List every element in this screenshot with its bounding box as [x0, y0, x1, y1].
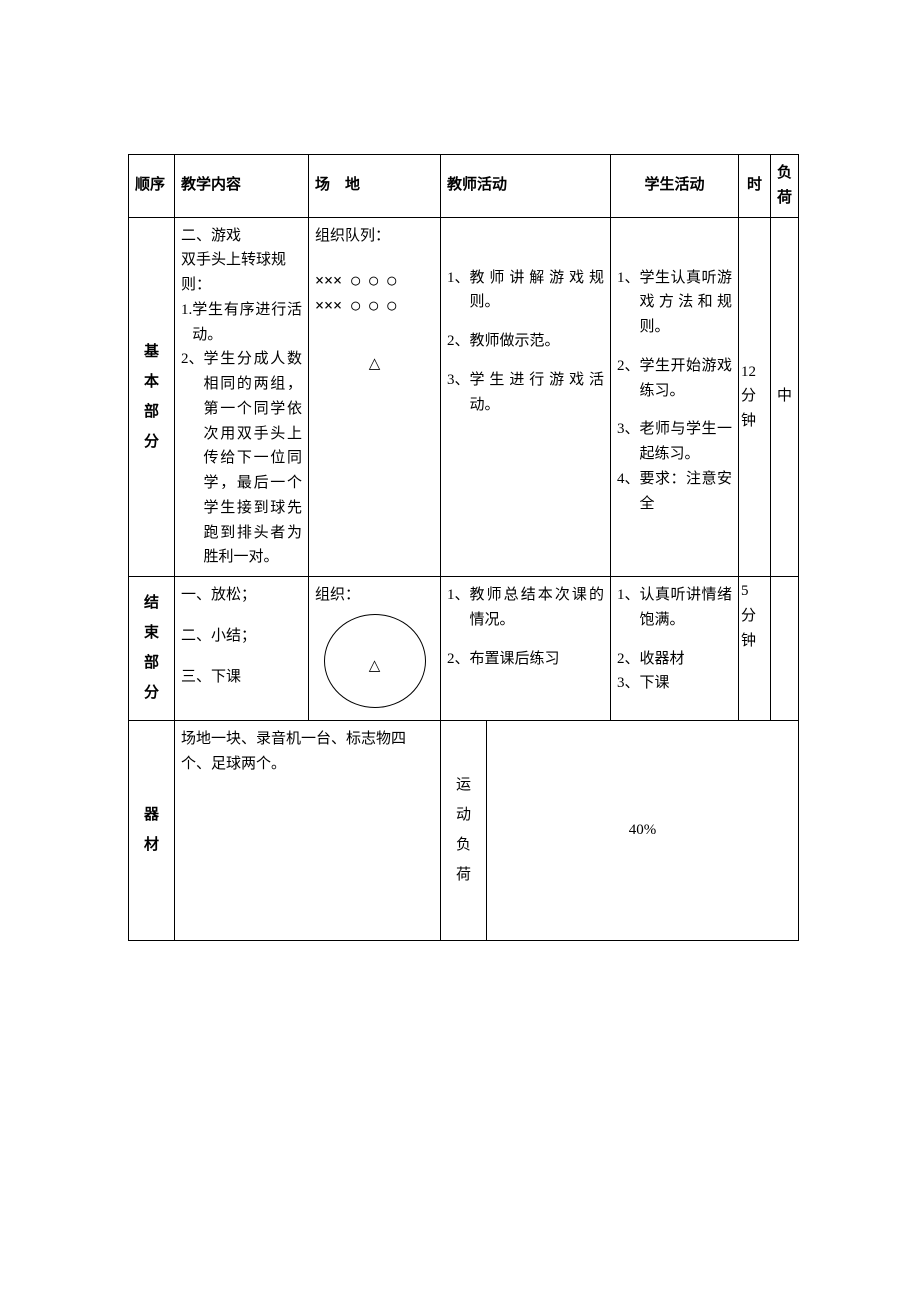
table-row: 结 束 部 分 一、放松； 二、小结； 三、下课 组织： △ [129, 577, 799, 721]
list-text: 老师与学生一起练习。 [640, 417, 732, 467]
teaching-content-basic: 二、游戏 双手头上转球规则： 1. 学生有序进行活动。 2、 学生分成人数相同的… [175, 217, 309, 577]
triangle-icon: △ [315, 352, 434, 377]
table-row: 基 本 部 分 二、游戏 双手头上转球规则： 1. 学生有序进行活动。 2、 学… [129, 217, 799, 577]
section-label-text: 结 [144, 595, 159, 611]
time-line: 5 [741, 579, 768, 604]
time-basic: 12 分 钟 [739, 217, 771, 577]
student-activity-end: 1、 认真听讲情绪饱满。 2、 收器材 3、 下课 [611, 577, 739, 721]
list-text: 教师做示范。 [470, 329, 605, 354]
section-label-text: 部 [144, 404, 159, 420]
list-text: 要求：注意安全 [640, 467, 732, 517]
site-heading: 组织： [315, 583, 434, 608]
formation-row: ××× ○ ○ ○ [315, 268, 434, 293]
section-label-text: 部 [144, 655, 159, 671]
table-row: 器 材 场地一块、录音机一台、标志物四个、足球两个。 运 动 负 荷 40% [129, 720, 799, 940]
section-label-text: 本 [144, 374, 159, 390]
list-text: 教师总结本次课的情况。 [470, 583, 605, 633]
list-text: 布置课后练习 [470, 647, 605, 672]
list-number: 2、 [447, 647, 470, 672]
teacher-activity-end: 1、 教师总结本次课的情况。 2、 布置课后练习 [441, 577, 611, 721]
load-label-text: 运 [456, 777, 471, 793]
content-line: 三、下课 [181, 665, 302, 690]
list-number: 1、 [617, 266, 640, 291]
time-end: 5 分 钟 [739, 577, 771, 721]
table-header-row: 顺序 教学内容 场 地 教师活动 学生活动 时 负荷 [129, 155, 799, 218]
load-end [771, 577, 799, 721]
col-student-header: 学生活动 [611, 155, 739, 218]
list-number: 2、 [617, 647, 640, 672]
equipment-cell: 场地一块、录音机一台、标志物四个、足球两个。 [175, 720, 441, 940]
list-number: 3、 [617, 671, 640, 696]
col-site-header: 场 地 [309, 155, 441, 218]
exercise-load-label: 运 动 负 荷 [441, 720, 487, 940]
list-number: 1、 [617, 583, 640, 608]
circle-diagram: △ [322, 614, 428, 714]
time-line: 钟 [741, 629, 768, 654]
list-number: 1、 [447, 266, 470, 291]
exercise-load-value: 40% [487, 720, 799, 940]
site-basic: 组织队列： ××× ○ ○ ○ ××× ○ ○ ○ △ [309, 217, 441, 577]
list-number: 4、 [617, 467, 640, 492]
section-label-text: 材 [144, 837, 159, 853]
section-label-text: 基 [144, 344, 159, 360]
list-text: 下课 [640, 671, 732, 696]
list-text: 学生分成人数相同的两组，第一个同学依次用双手头上传给下一位同学，最后一个学生接到… [204, 347, 302, 570]
load-basic: 中 [771, 217, 799, 577]
formation-row: ××× ○ ○ ○ [315, 293, 434, 318]
section-label-basic: 基 本 部 分 [129, 217, 175, 577]
list-text: 学生有序进行活动。 [192, 298, 302, 348]
content-line: 二、小结； [181, 624, 302, 649]
list-number: 1. [181, 298, 192, 323]
section-label-equipment: 器 材 [129, 720, 175, 940]
col-teacher-header: 教师活动 [441, 155, 611, 218]
list-text: 学生进行游戏活动。 [470, 368, 605, 418]
list-number: 1、 [447, 583, 470, 608]
section-label-text: 器 [144, 807, 159, 823]
student-activity-basic: 1、 学生认真听游戏方法和规则。 2、 学生开始游戏练习。 3、 老师与学生一起… [611, 217, 739, 577]
time-line: 分 [741, 604, 768, 629]
page: 顺序 教学内容 场 地 教师活动 学生活动 时 负荷 基 本 部 分 二、游戏 … [0, 0, 920, 1302]
list-text: 学生认真听游戏方法和规则。 [640, 266, 732, 340]
time-line: 12 [741, 360, 768, 385]
load-label-text: 负 [456, 837, 471, 853]
list-number: 2、 [181, 347, 204, 372]
list-text: 收器材 [640, 647, 732, 672]
content-line: 一、放松； [181, 583, 302, 608]
section-label-text: 束 [144, 625, 159, 641]
col-order-header: 顺序 [129, 155, 175, 218]
content-heading: 二、游戏 [181, 224, 302, 249]
section-label-text: 分 [144, 685, 159, 701]
time-line: 钟 [741, 409, 768, 434]
site-end: 组织： △ [309, 577, 441, 721]
time-line: 分 [741, 384, 768, 409]
list-number: 2、 [447, 329, 470, 354]
col-load-header: 负荷 [771, 155, 799, 218]
col-content-header: 教学内容 [175, 155, 309, 218]
triangle-icon: △ [322, 654, 428, 679]
section-label-text: 分 [144, 434, 159, 450]
list-text: 认真听讲情绪饱满。 [640, 583, 732, 633]
list-number: 3、 [617, 417, 640, 442]
list-number: 2、 [617, 354, 640, 379]
teaching-content-end: 一、放松； 二、小结； 三、下课 [175, 577, 309, 721]
list-text: 学生开始游戏练习。 [640, 354, 732, 404]
content-subheading: 双手头上转球规则： [181, 248, 302, 298]
load-label-text: 动 [456, 807, 471, 823]
section-label-end: 结 束 部 分 [129, 577, 175, 721]
list-text: 教师讲解游戏规则。 [470, 266, 605, 316]
site-heading: 组织队列： [315, 224, 434, 249]
list-number: 3、 [447, 368, 470, 393]
lesson-table: 顺序 教学内容 场 地 教师活动 学生活动 时 负荷 基 本 部 分 二、游戏 … [128, 154, 799, 941]
col-time-header: 时 [739, 155, 771, 218]
load-label-text: 荷 [456, 867, 471, 883]
equipment-text: 场地一块、录音机一台、标志物四个、足球两个。 [181, 727, 434, 777]
teacher-activity-basic: 1、 教师讲解游戏规则。 2、 教师做示范。 3、 学生进行游戏活动。 [441, 217, 611, 577]
